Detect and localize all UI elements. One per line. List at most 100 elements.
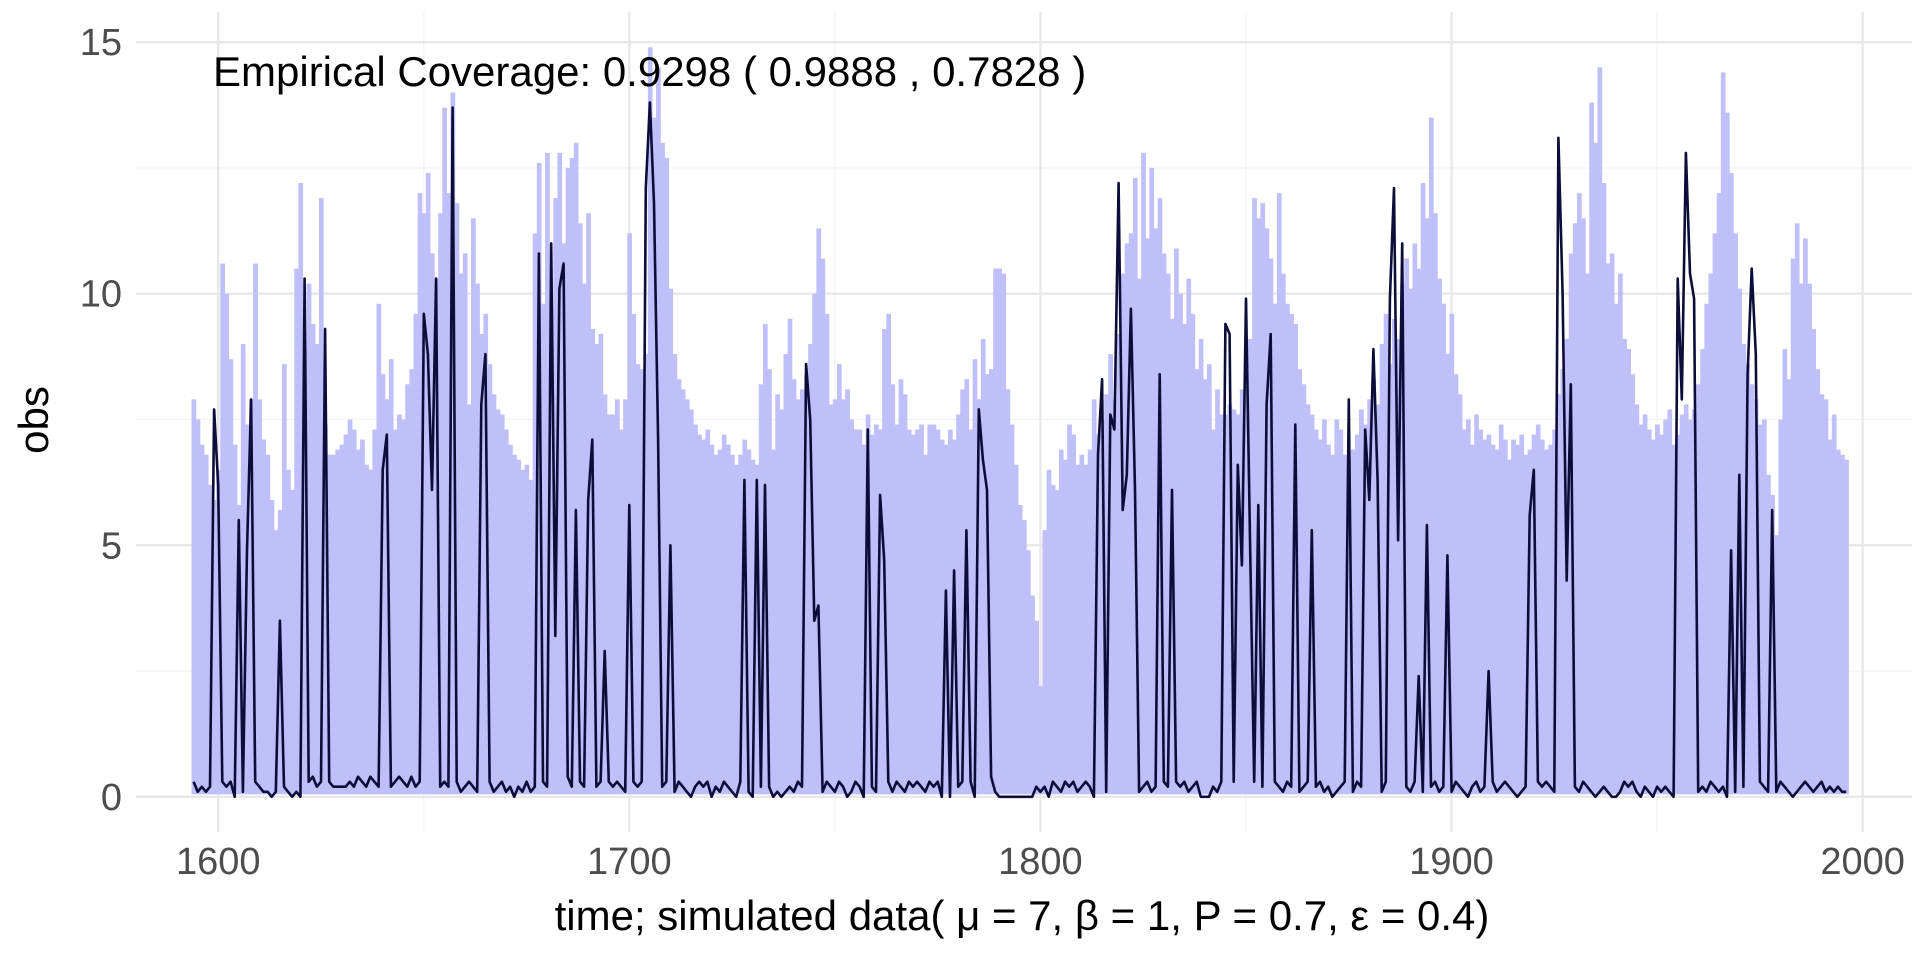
band-bar bbox=[832, 399, 838, 795]
band-bar bbox=[902, 394, 908, 795]
band-bar bbox=[775, 394, 780, 795]
band-bar bbox=[631, 313, 637, 795]
band-bar bbox=[425, 172, 431, 795]
band-bar bbox=[1215, 389, 1220, 795]
band-bar bbox=[791, 379, 797, 795]
band-bar bbox=[368, 469, 373, 795]
x-tick-label: 1900 bbox=[1409, 841, 1494, 883]
band-bar bbox=[1202, 379, 1208, 795]
band-bar bbox=[1100, 419, 1105, 795]
band-bar bbox=[997, 268, 1002, 795]
band-bar bbox=[1511, 439, 1516, 795]
band-bar bbox=[684, 399, 690, 795]
band-bar bbox=[491, 394, 497, 795]
band-bar bbox=[713, 454, 719, 795]
band-bar bbox=[915, 429, 920, 795]
band-bar bbox=[1831, 414, 1837, 795]
band-bar bbox=[512, 454, 517, 795]
band-bar bbox=[1531, 434, 1537, 795]
band-bar bbox=[1428, 117, 1434, 795]
band-bar bbox=[923, 454, 928, 795]
band-bar bbox=[1778, 419, 1784, 795]
band-bar bbox=[545, 152, 550, 795]
band-bar bbox=[1572, 223, 1578, 795]
band-bar bbox=[1757, 424, 1763, 795]
band-bar bbox=[339, 444, 345, 795]
band-bar bbox=[294, 268, 299, 795]
band-bar bbox=[1478, 429, 1483, 795]
band-bar bbox=[1782, 349, 1788, 795]
band-bar bbox=[1642, 414, 1648, 795]
band-bar bbox=[1227, 404, 1233, 795]
band-bar bbox=[471, 218, 476, 795]
band-bar bbox=[216, 469, 221, 795]
band-bar bbox=[524, 464, 530, 795]
band-bar bbox=[594, 344, 600, 795]
band-bar bbox=[705, 429, 711, 795]
band-bar bbox=[1243, 364, 1249, 795]
band-bar bbox=[1453, 374, 1459, 795]
band-bar bbox=[845, 389, 850, 795]
band-bar bbox=[1667, 409, 1673, 795]
band-bar bbox=[643, 354, 649, 795]
band-bar bbox=[1034, 620, 1039, 795]
band-bar bbox=[886, 313, 891, 795]
band-bar bbox=[1482, 439, 1488, 795]
band-bar bbox=[1811, 328, 1816, 795]
band-bar bbox=[1630, 374, 1636, 795]
band-bar bbox=[1021, 520, 1027, 795]
band-bar bbox=[199, 444, 205, 795]
band-bar bbox=[1371, 379, 1377, 795]
band-bar bbox=[812, 293, 817, 795]
band-bar bbox=[672, 354, 678, 795]
band-bar bbox=[750, 459, 756, 795]
y-tick-label: 5 bbox=[101, 525, 122, 567]
band-bar bbox=[849, 419, 854, 795]
band-bar bbox=[1716, 193, 1722, 795]
band-bar bbox=[1815, 369, 1821, 795]
x-tick-label: 1800 bbox=[998, 841, 1083, 883]
y-tick-label: 10 bbox=[80, 274, 122, 316]
band-bar bbox=[265, 454, 271, 795]
band-bar bbox=[405, 384, 410, 795]
band-bar bbox=[401, 419, 406, 795]
band-bar bbox=[853, 429, 859, 795]
band-bar bbox=[1548, 444, 1553, 795]
band-bar bbox=[746, 449, 752, 795]
band-bar bbox=[1535, 424, 1541, 795]
band-bar bbox=[1030, 595, 1035, 795]
band-bar bbox=[1013, 464, 1019, 795]
band-bar bbox=[557, 152, 563, 795]
band-bar bbox=[1174, 248, 1179, 795]
band-bar bbox=[1700, 349, 1705, 795]
band-bar bbox=[1001, 273, 1007, 795]
band-bar bbox=[1470, 444, 1475, 795]
band-bar bbox=[1589, 102, 1594, 795]
band-bar bbox=[1211, 429, 1216, 795]
band-bar bbox=[1272, 303, 1278, 795]
y-tick-label: 0 bbox=[101, 777, 122, 819]
band-bar bbox=[360, 439, 365, 795]
band-bar bbox=[479, 333, 484, 795]
band-bar bbox=[1687, 419, 1693, 795]
band-bar bbox=[906, 429, 912, 795]
band-bar bbox=[335, 449, 341, 795]
band-bar bbox=[1026, 550, 1031, 795]
band-bar bbox=[635, 364, 641, 795]
band-bar bbox=[261, 439, 267, 795]
band-bar bbox=[409, 369, 415, 795]
band-bar bbox=[1692, 409, 1697, 795]
band-bar bbox=[516, 459, 521, 795]
band-bar bbox=[1729, 172, 1734, 795]
band-bar bbox=[384, 399, 390, 795]
band-bar bbox=[286, 469, 291, 795]
band-bar bbox=[520, 469, 526, 795]
band-bar bbox=[1009, 424, 1015, 795]
band-bar bbox=[697, 434, 702, 795]
band-bar bbox=[1733, 233, 1738, 795]
band-bar bbox=[1498, 424, 1504, 795]
band-bar bbox=[861, 444, 867, 795]
band-bar bbox=[1416, 268, 1422, 795]
band-bar bbox=[758, 384, 764, 795]
band-bar bbox=[240, 344, 246, 795]
